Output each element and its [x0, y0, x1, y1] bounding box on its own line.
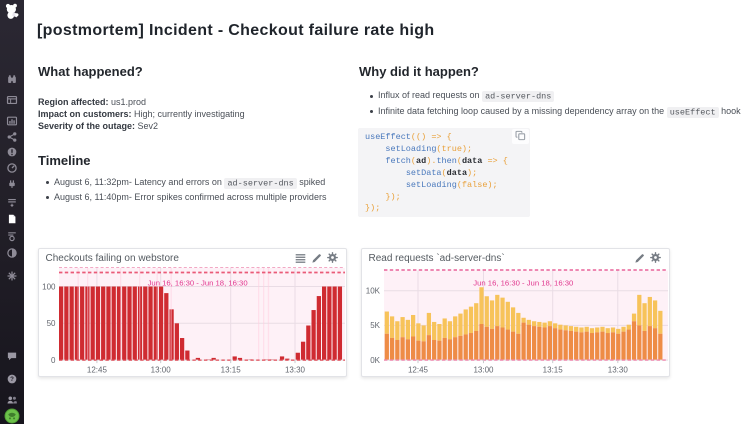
svg-text:Jun 16, 16:30 - Jun 18, 16:30: Jun 16, 16:30 - Jun 18, 16:30 — [148, 278, 248, 287]
svg-text:?: ? — [10, 376, 14, 383]
svg-text:10K: 10K — [366, 286, 381, 295]
svg-text:13:00: 13:00 — [473, 365, 494, 374]
svg-text:Jun 16, 16:30 - Jun 18, 16:30: Jun 16, 16:30 - Jun 18, 16:30 — [473, 278, 573, 287]
svg-text:12:45: 12:45 — [87, 365, 108, 374]
svg-text:13:30: 13:30 — [285, 365, 306, 374]
svg-text:13:30: 13:30 — [608, 365, 629, 374]
svg-text:13:15: 13:15 — [543, 365, 564, 374]
svg-text:0K: 0K — [370, 355, 380, 364]
svg-text:50: 50 — [47, 319, 56, 328]
svg-text:0: 0 — [51, 355, 56, 364]
svg-text:13:15: 13:15 — [221, 365, 242, 374]
svg-text:100: 100 — [42, 282, 56, 291]
svg-text:5K: 5K — [370, 321, 380, 330]
svg-text:12:45: 12:45 — [408, 365, 429, 374]
svg-text:13:00: 13:00 — [151, 365, 172, 374]
